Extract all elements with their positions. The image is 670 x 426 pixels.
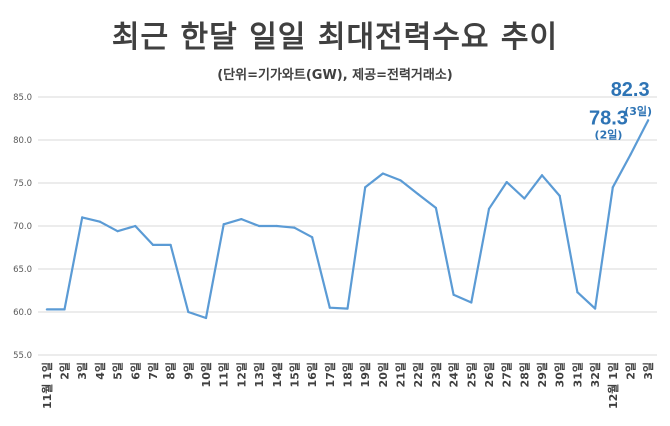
x-tick-label: 3일	[75, 362, 89, 380]
data-point	[647, 119, 650, 122]
x-tick-label: 27일	[500, 362, 514, 387]
x-tick-label: 3일	[641, 362, 655, 380]
x-tick-label: 31일	[570, 362, 584, 387]
annotation-note: (3일)	[624, 104, 652, 118]
data-point	[311, 236, 314, 239]
x-tick-label: 32일	[588, 362, 602, 387]
x-tick-label: 11일	[217, 362, 231, 387]
x-tick-label: 7일	[146, 362, 160, 380]
data-point	[594, 307, 597, 310]
data-point	[452, 293, 455, 296]
annotation-value: 78.3	[589, 108, 628, 130]
data-point	[169, 243, 172, 247]
data-point	[417, 193, 420, 196]
x-tick-label: 13일	[252, 362, 266, 387]
y-tick-label: 60.0	[13, 308, 32, 318]
x-tick-label: 30일	[553, 362, 567, 387]
data-point	[523, 197, 526, 200]
x-tick-label: 2일	[58, 362, 72, 380]
annotation-note: (2일)	[595, 128, 623, 142]
x-tick-label: 14일	[270, 362, 284, 387]
x-tick-label: 21일	[394, 362, 408, 387]
x-tick-label: 16일	[305, 362, 319, 387]
x-tick-label: 15일	[287, 362, 301, 387]
x-tick-label: 29일	[535, 362, 549, 387]
annotation-value: 82.3	[611, 79, 650, 101]
x-tick-label: 12일	[234, 362, 248, 387]
y-tick-label: 80.0	[13, 136, 32, 146]
y-tick-label: 85.0	[13, 93, 32, 103]
data-point	[240, 218, 243, 221]
chart-title: 최근 한달 일일 최대전력수요 추이	[111, 20, 559, 55]
data-point	[540, 174, 544, 177]
data-point	[487, 207, 491, 210]
data-point	[505, 181, 508, 184]
y-tick-label: 55.0	[13, 351, 32, 361]
data-point	[204, 316, 208, 320]
data-point	[346, 307, 349, 310]
data-point	[293, 226, 296, 229]
data-point	[187, 310, 190, 314]
series-line	[46, 119, 650, 320]
data-point	[576, 291, 579, 294]
data-point	[629, 153, 632, 156]
data-point	[328, 306, 331, 309]
data-point	[275, 224, 278, 228]
data-point	[364, 186, 367, 189]
data-point	[81, 216, 84, 219]
x-tick-label: 23일	[429, 362, 443, 387]
data-point	[470, 301, 473, 304]
x-tick-label: 5일	[111, 362, 125, 380]
x-tick-label: 11월 1일	[40, 362, 54, 409]
data-point	[611, 186, 614, 189]
x-tick-label: 17일	[323, 362, 337, 387]
data-point	[558, 194, 561, 197]
y-tick-label: 70.0	[13, 222, 32, 232]
data-point	[222, 223, 225, 226]
data-point	[151, 243, 155, 247]
data-point	[434, 206, 438, 210]
x-tick-label: 6일	[128, 362, 142, 380]
data-point	[399, 179, 402, 182]
chart-subtitle: (단위=기가와트(GW), 제공=전력거래소)	[217, 68, 453, 83]
x-tick-label: 25일	[464, 362, 478, 387]
x-tick-label: 28일	[517, 362, 531, 387]
x-tick-label: 9일	[181, 362, 195, 380]
x-tick-label: 8일	[164, 362, 178, 380]
x-tick-label: 22일	[411, 362, 425, 387]
x-tick-label: 2일	[623, 362, 637, 380]
x-tick-label: 24일	[447, 362, 461, 387]
x-tick-label: 19일	[358, 362, 372, 387]
x-tick-label: 26일	[482, 362, 496, 387]
x-tick-label: 12월 1일	[606, 362, 620, 409]
data-point	[116, 230, 119, 233]
x-tick-label: 18일	[341, 362, 355, 387]
y-tick-label: 65.0	[13, 265, 32, 275]
data-point	[63, 308, 66, 311]
x-tick-label: 4일	[93, 362, 107, 380]
data-point	[98, 220, 101, 223]
x-tick-label: 20일	[376, 362, 390, 387]
data-point	[134, 224, 137, 228]
data-point	[257, 224, 261, 228]
data-point	[45, 308, 48, 311]
x-tick-label: 10일	[199, 362, 213, 387]
y-tick-label: 75.0	[13, 179, 32, 189]
data-point	[381, 172, 384, 175]
